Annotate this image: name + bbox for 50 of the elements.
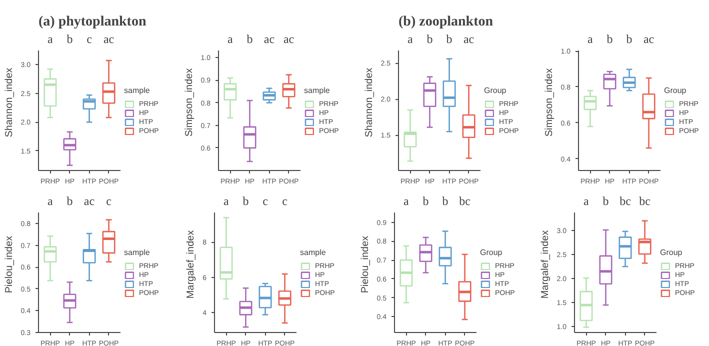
legend-title: Group	[480, 248, 504, 257]
text: b	[246, 32, 253, 46]
text: bc	[620, 194, 631, 208]
text: c	[282, 194, 288, 208]
legend-title: sample	[124, 248, 151, 257]
text: ac	[103, 32, 114, 46]
text: a	[224, 194, 230, 208]
text: bc	[459, 194, 470, 208]
text: b	[426, 32, 433, 46]
legend-title: sample	[304, 86, 331, 95]
text: b	[626, 32, 632, 46]
text: c	[262, 194, 268, 208]
text: b	[446, 32, 452, 46]
text: a	[48, 194, 54, 208]
legend-title: Group	[660, 248, 684, 257]
text: b	[602, 194, 609, 208]
text: ac	[463, 32, 474, 46]
text: a	[408, 32, 414, 46]
chart-title: (b) zooplankton	[398, 14, 494, 30]
text: a	[228, 32, 234, 46]
y-axis-title: Shannon_index	[4, 68, 15, 138]
text: b	[66, 32, 73, 46]
y-axis-title: Pielou_index	[360, 236, 371, 294]
legend-title: Group	[484, 86, 508, 95]
text: b	[442, 194, 448, 208]
legend-title: Group	[664, 86, 688, 95]
legend-title: sample	[124, 86, 151, 95]
text: a	[588, 32, 594, 46]
y-axis-title: Margalef_index	[540, 230, 551, 299]
y-axis-title: Simpson_index	[544, 68, 555, 137]
text: ac	[84, 194, 95, 208]
chart-title: (a) phytoplankton	[38, 14, 146, 30]
text: a	[48, 32, 54, 46]
y-axis-title: Margalef_index	[186, 230, 197, 299]
y-axis-title: Simpson_index	[184, 68, 195, 137]
text: ac	[283, 32, 294, 46]
legend-title: sample	[300, 248, 327, 257]
text: b	[606, 32, 613, 46]
text: c	[86, 32, 92, 46]
text: a	[584, 194, 590, 208]
text: b	[242, 194, 249, 208]
text: a	[404, 194, 410, 208]
text: c	[106, 194, 112, 208]
y-axis-title: Shannon_index	[364, 68, 375, 138]
text: ac	[264, 32, 275, 46]
text: bc	[639, 194, 650, 208]
y-axis-title: Pielou_index	[4, 236, 15, 294]
text: b	[66, 194, 73, 208]
text: b	[422, 194, 429, 208]
text: ac	[643, 32, 654, 46]
